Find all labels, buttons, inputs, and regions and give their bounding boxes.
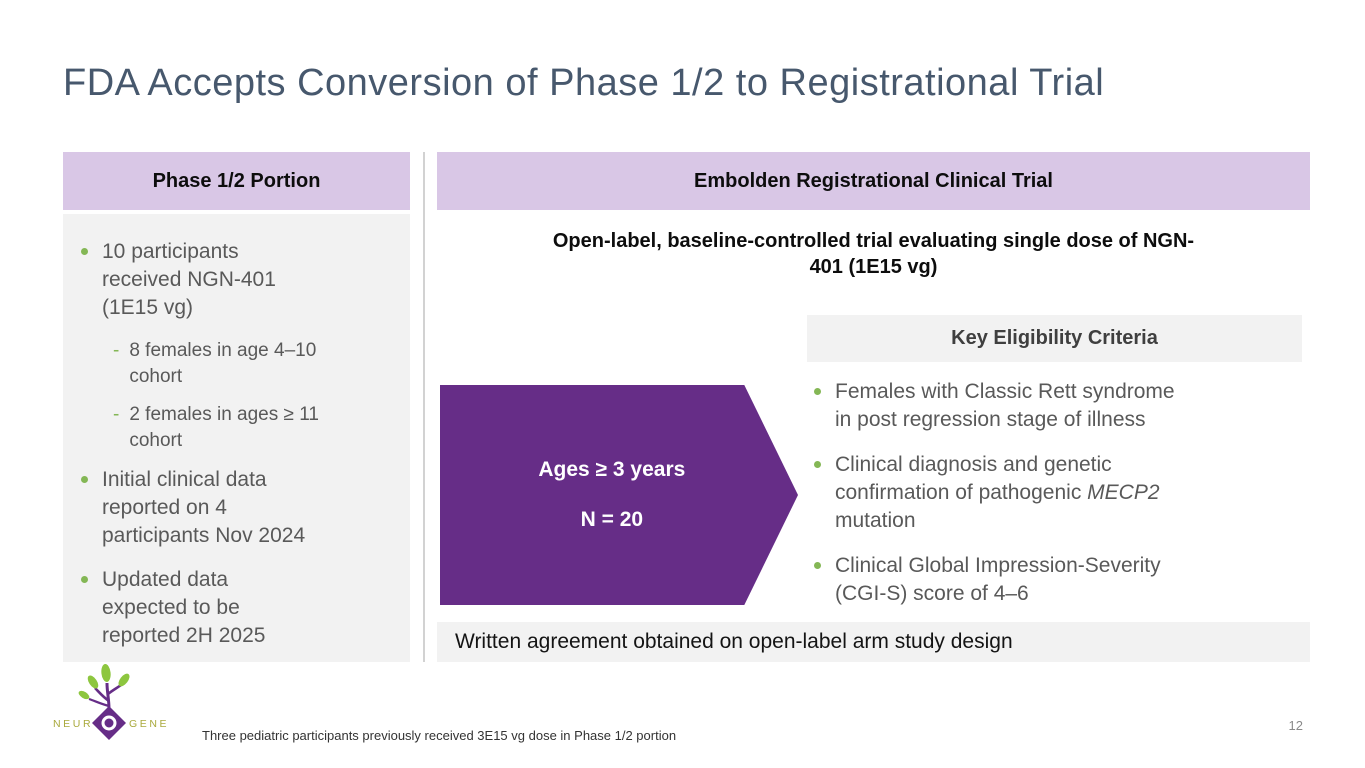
arrow-n-label: N = 20 bbox=[580, 508, 644, 531]
bullet-dot-icon bbox=[814, 461, 821, 468]
bullet-item: Updated data expected to be reported 2H … bbox=[79, 566, 400, 650]
bullet-item: 10 participants received NGN-401 (1E15 v… bbox=[79, 238, 400, 322]
phase12-panel: Phase 1/2 Portion 10 participants receiv… bbox=[63, 152, 410, 662]
bullet-item: Clinical Global Impression-Severity (CGI… bbox=[812, 552, 1312, 608]
trial-subtitle: Open-label, baseline-controlled trial ev… bbox=[552, 230, 1195, 278]
sub-bullet-dash-icon: - bbox=[113, 340, 120, 361]
bullet-dot-icon bbox=[814, 562, 821, 569]
sub-bullet-text: 8 females in age 4–10 cohort bbox=[129, 340, 317, 387]
phase12-panel-header: Phase 1/2 Portion bbox=[63, 152, 410, 210]
bullet-text: Clinical Global Impression-Severity (CGI… bbox=[835, 554, 1161, 605]
bullet-item: Clinical diagnosis and genetic confirmat… bbox=[812, 451, 1312, 535]
bullet-text: Clinical diagnosis and genetic confirmat… bbox=[835, 453, 1160, 532]
logo-tree-icon bbox=[78, 664, 130, 710]
sub-bullet-item: -8 females in age 4–10 cohort bbox=[113, 338, 400, 390]
bullet-dot-icon bbox=[81, 248, 88, 255]
bullet-item: Females with Classic Rett syndrome in po… bbox=[812, 378, 1312, 434]
page-number: 12 bbox=[1288, 718, 1303, 733]
logo-text-neur: NEUR bbox=[53, 718, 93, 730]
enrollment-arrow: Ages ≥ 3 years N = 20 bbox=[440, 385, 798, 605]
column-divider bbox=[423, 152, 425, 662]
bullet-text: 10 participants received NGN-401 (1E15 v… bbox=[102, 240, 276, 319]
logo-text-gene: GENE bbox=[129, 718, 167, 730]
sub-bullet-item: -2 females in ages ≥ 11 cohort bbox=[113, 402, 400, 454]
bullet-text: Updated data expected to be reported 2H … bbox=[102, 568, 266, 647]
neurogene-logo: NEUR GENE bbox=[53, 664, 167, 740]
sub-bullet-dash-icon: - bbox=[113, 404, 120, 425]
bullet-text: Initial clinical data reported on 4 part… bbox=[102, 468, 306, 547]
arrow-ages-label: Ages ≥ 3 years bbox=[538, 458, 686, 481]
bullet-text: Females with Classic Rett syndrome in po… bbox=[835, 380, 1175, 431]
bullet-item: Initial clinical data reported on 4 part… bbox=[79, 466, 400, 550]
bullet-dot-icon bbox=[81, 576, 88, 583]
slide-footnote: Three pediatric participants previously … bbox=[202, 728, 677, 743]
bullet-dot-icon bbox=[814, 388, 821, 395]
embolden-panel-header: Embolden Registrational Clinical Trial bbox=[437, 152, 1310, 210]
phase12-panel-body: 10 participants received NGN-401 (1E15 v… bbox=[63, 214, 410, 662]
bullet-dot-icon bbox=[81, 476, 88, 483]
page-title: FDA Accepts Conversion of Phase 1/2 to R… bbox=[63, 62, 1105, 104]
embolden-panel: Embolden Registrational Clinical Trial O… bbox=[437, 152, 1310, 280]
key-eligibility-header: Key Eligibility Criteria bbox=[807, 315, 1302, 362]
sub-bullet-text: 2 females in ages ≥ 11 cohort bbox=[129, 404, 319, 451]
logo-diamond-icon bbox=[92, 706, 126, 740]
eligibility-bullet-list: Females with Classic Rett syndrome in po… bbox=[812, 378, 1312, 625]
written-agreement-note: Written agreement obtained on open-label… bbox=[437, 622, 1310, 662]
